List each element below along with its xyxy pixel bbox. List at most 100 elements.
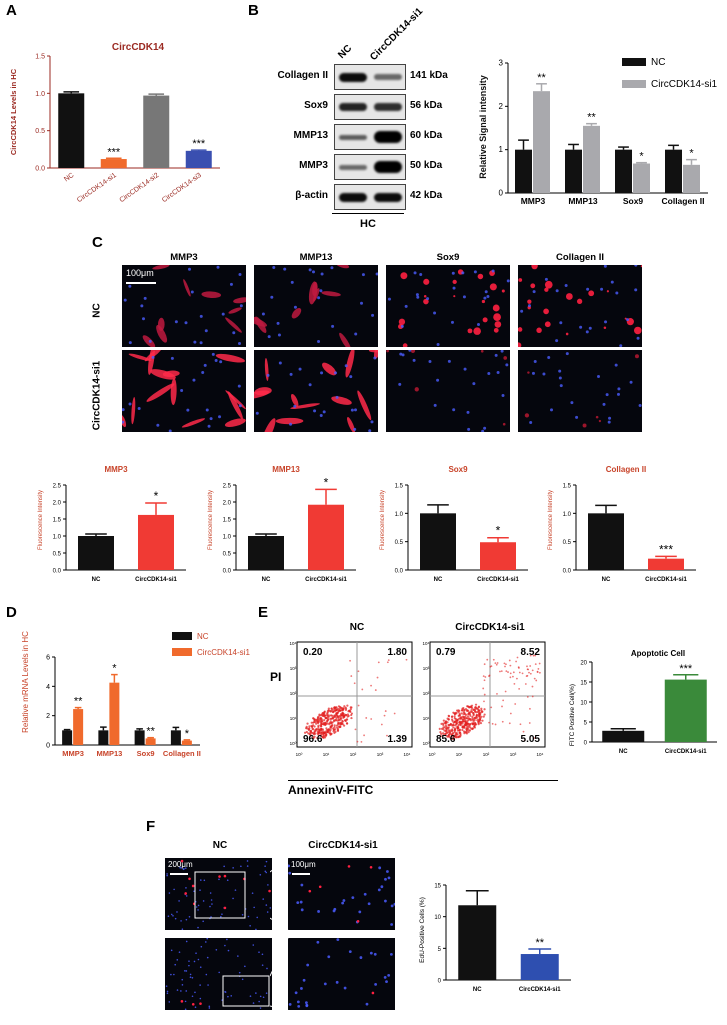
significance-mark: *** <box>679 663 693 675</box>
nucleus <box>450 320 454 324</box>
chart-title: MMP13 <box>272 465 300 474</box>
flow-event <box>346 715 349 718</box>
red-cell <box>473 327 481 335</box>
bar <box>109 682 120 745</box>
nucleus <box>259 1007 262 1009</box>
nucleus <box>199 966 202 969</box>
nucleus <box>491 269 495 273</box>
red-cell <box>410 350 416 353</box>
nucleus <box>197 904 200 907</box>
red-cell <box>398 318 406 325</box>
y-tick-label: 20 <box>580 661 587 667</box>
nucleus <box>373 952 377 956</box>
edu-positive <box>188 877 191 881</box>
zoom-box <box>194 871 246 919</box>
flow-event <box>463 732 466 735</box>
red-cell <box>146 383 175 402</box>
flow-event <box>468 724 471 727</box>
nucleus <box>181 928 184 930</box>
flow-event <box>467 730 470 734</box>
flow-event <box>474 703 478 706</box>
flow-event <box>459 722 463 725</box>
nucleus <box>288 871 292 875</box>
red-cell <box>322 362 337 376</box>
nucleus <box>218 878 220 881</box>
bar <box>143 95 170 168</box>
red-cell <box>576 298 583 304</box>
red-cell <box>157 317 165 331</box>
blot-size-label: 42 kDa <box>410 190 443 201</box>
nucleus <box>165 985 168 987</box>
nucleus <box>215 948 218 951</box>
edu-svg <box>288 938 393 1008</box>
nucleus <box>189 973 192 976</box>
nucleus <box>230 995 233 997</box>
red-cell <box>254 315 267 327</box>
flow-event <box>444 720 448 723</box>
red-cell <box>423 295 427 298</box>
nucleus <box>335 395 339 399</box>
flow-event <box>512 675 514 678</box>
nucleus <box>408 350 412 352</box>
nucleus <box>452 286 456 290</box>
blot-protein-label: Sox9 <box>304 100 328 111</box>
flow-event <box>468 712 471 715</box>
y-tick-label: 0.5 <box>35 128 45 135</box>
flow-cytometry-plot: 0.79 8.52 85.6 5.05 10⁰ 10⁰ 10¹ 10¹ 10² 10² 10³ 10³… <box>423 641 546 757</box>
nucleus <box>197 909 199 911</box>
nucleus <box>547 355 551 359</box>
flow-event <box>482 687 485 690</box>
flow-event <box>465 717 468 720</box>
nucleus <box>223 865 225 868</box>
flow-event <box>502 699 505 702</box>
nucleus <box>374 982 378 986</box>
flow-plot-title: NC <box>349 622 365 633</box>
nucleus <box>335 980 339 984</box>
nucleus <box>205 408 209 412</box>
nucleus <box>176 959 179 961</box>
nucleus <box>194 1006 197 1009</box>
flow-event <box>460 712 463 715</box>
flow-event <box>467 705 470 708</box>
nucleus <box>542 372 546 376</box>
nucleus <box>252 1002 255 1004</box>
flow-event <box>336 719 339 722</box>
flow-event <box>491 722 494 725</box>
micrograph-svg <box>386 350 509 432</box>
nucleus <box>451 271 455 275</box>
red-cell <box>215 353 245 363</box>
y-tick-label: 10 <box>434 915 441 921</box>
nucleus <box>272 265 276 269</box>
nucleus <box>199 997 202 1000</box>
x-tick-label: Collagen II <box>662 196 705 206</box>
nucleus <box>636 336 640 340</box>
flow-event <box>326 730 329 734</box>
nucleus <box>184 1008 187 1010</box>
flow-event <box>308 732 311 735</box>
flow-event <box>478 711 481 714</box>
red-cell <box>477 273 484 280</box>
y-tick-label: 1.5 <box>53 518 62 524</box>
nucleus <box>466 410 470 414</box>
significance-mark: * <box>185 728 190 740</box>
edu-positive <box>371 991 375 995</box>
y-tick-label: 15 <box>580 681 587 687</box>
flow-event <box>533 677 536 680</box>
nucleus <box>205 973 208 976</box>
nucleus <box>625 318 629 322</box>
nucleus <box>174 917 177 920</box>
flow-xlabel: AnnexinV-FITC <box>288 783 374 797</box>
nucleus <box>461 271 465 275</box>
blot-strip <box>334 64 406 90</box>
blot-band <box>374 131 402 143</box>
flow-event <box>501 705 503 708</box>
flow-event <box>334 714 337 717</box>
flow-event <box>308 725 311 728</box>
nucleus <box>288 864 291 868</box>
bar <box>100 159 127 168</box>
nucleus <box>176 911 178 913</box>
flow-event <box>470 706 474 710</box>
red-cell <box>227 391 243 420</box>
nucleus <box>203 879 206 882</box>
red-cell <box>467 328 473 334</box>
